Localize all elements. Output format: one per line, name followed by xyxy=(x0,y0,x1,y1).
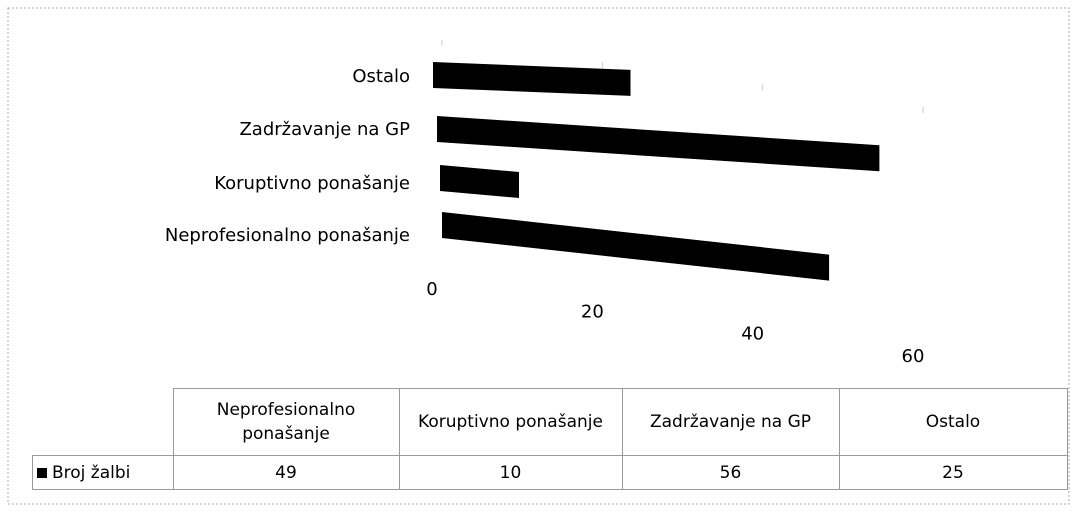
x-tick-label: 40 xyxy=(741,324,764,345)
column-header: Koruptivno ponašanje xyxy=(398,388,623,456)
legend-swatch xyxy=(37,467,47,478)
x-tick-label: 0 xyxy=(426,279,437,300)
table-corner xyxy=(32,388,173,456)
table-value: 25 xyxy=(838,455,1068,490)
legend-entry: Broj žalbi xyxy=(32,455,174,490)
x-tick-label: 60 xyxy=(902,346,925,367)
chart-border xyxy=(7,7,1070,505)
category-label: Zadržavanje na GP xyxy=(239,119,410,140)
table-value: 49 xyxy=(172,455,400,490)
data-table: Neprofesionalno ponašanje Koruptivno pona… xyxy=(32,388,1068,490)
table-value: 56 xyxy=(621,455,840,490)
category-label: Neprofesionalno ponašanje xyxy=(165,225,410,246)
x-tick-label: 20 xyxy=(581,301,604,322)
bar xyxy=(433,62,631,96)
column-header: Ostalo xyxy=(838,388,1068,456)
bar xyxy=(442,212,830,281)
legend-label: Broj žalbi xyxy=(52,462,131,483)
bar xyxy=(437,116,880,172)
category-label: Koruptivno ponašanje xyxy=(214,173,410,194)
category-label: Ostalo xyxy=(352,66,410,87)
column-header: Neprofesionalno ponašanje xyxy=(172,388,400,456)
table-value: 10 xyxy=(398,455,623,490)
column-header: Zadržavanje na GP xyxy=(621,388,840,456)
bar xyxy=(440,165,519,198)
